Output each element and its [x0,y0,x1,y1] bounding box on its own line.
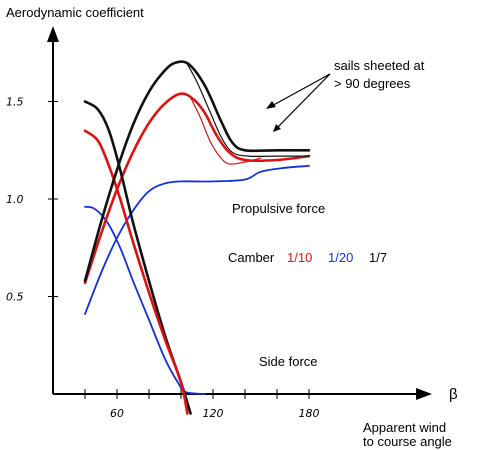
legend-camber-1-7: 1/7 [369,250,387,265]
side-force-curve-camber-1-10 [83,129,189,415]
side-force-curve-camber-1-20 [84,205,206,395]
y-axis-title: Aerodynamic coefficient [6,5,144,20]
legend-camber-1-20: 1/20 [328,250,353,265]
legend-camber-1-10: 1/10 [287,250,312,265]
propulsive-force-curve-camber-1-7 [83,60,311,283]
annotation-propulsive-force: Propulsive force [232,201,325,216]
y-axis-arrow-icon [47,26,59,42]
propulsive-force-curve-camber-1-10 [83,92,311,285]
annotation-arrowhead-icon [273,124,281,132]
x-tick-label: 60 [110,407,124,420]
x-axis-symbol: β [449,386,458,403]
x-tick-label: 120 [203,407,224,420]
annotation-arrowhead-icon [266,101,276,109]
annotation-sails-line2: > 90 degrees [334,76,411,91]
annotation-sails-line1: sails sheeted at [334,58,425,73]
ticks-group: 60 120 180 0.5 1.0 1.5 [6,96,320,421]
y-tick-label: 1.0 [6,193,24,206]
propulsive-force-curve-camber-1-20 [84,165,310,315]
y-tick-label: 0.5 [6,291,24,304]
annotation-side-force: Side force [259,354,318,369]
x-axis-title-line2: to course angle [363,434,452,449]
x-axis-arrow-icon [416,388,432,400]
x-axis-title-line1: Apparent wind [363,420,446,435]
legend-camber-label: Camber [228,250,275,265]
propulsive-force-curve-camber-1-7-sheeted [186,63,310,158]
annotation-arrow-line-red [274,73,331,131]
x-tick-label: 180 [299,407,320,420]
propulsive-force-curve-camber-1-10-sheeted [190,97,262,165]
y-tick-label: 1.5 [6,96,24,109]
curves-group [83,60,311,415]
annotation-arrow-line-black [267,73,331,109]
